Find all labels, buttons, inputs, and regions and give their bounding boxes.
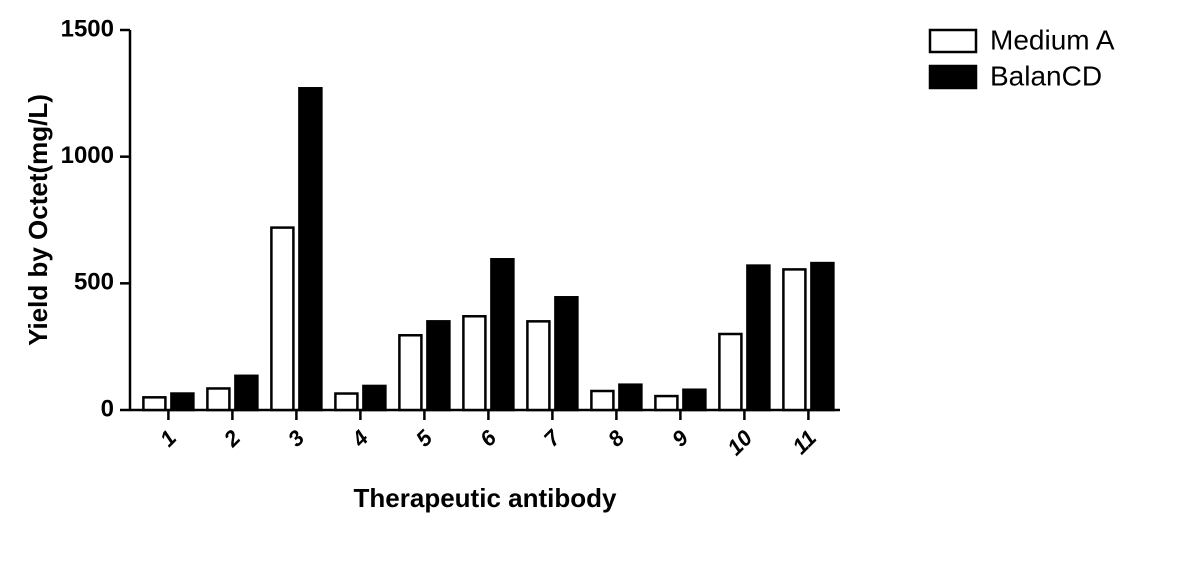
- legend-swatch: [930, 30, 976, 52]
- bar-medium-a: [463, 316, 485, 410]
- y-axis-label: Yield by Octet(mg/L): [23, 94, 53, 346]
- bar-balancd: [363, 386, 385, 410]
- bar-medium-a: [719, 334, 741, 410]
- bar-balancd: [811, 263, 833, 410]
- y-tick-label: 1000: [61, 142, 114, 169]
- y-tick-label: 1500: [61, 15, 114, 42]
- bar-balancd: [427, 321, 449, 410]
- legend-label: Medium A: [990, 24, 1115, 55]
- bar-chart-svg: 050010001500Yield by Octet(mg/L)12345678…: [0, 0, 1197, 566]
- y-tick-label: 0: [101, 395, 114, 422]
- bar-balancd: [619, 385, 641, 410]
- bar-medium-a: [207, 388, 229, 410]
- bar-medium-a: [143, 397, 165, 410]
- bar-balancd: [555, 297, 577, 410]
- y-tick-label: 500: [74, 269, 114, 296]
- bar-balancd: [235, 376, 257, 410]
- bar-balancd: [747, 266, 769, 410]
- bar-medium-a: [783, 269, 805, 410]
- bar-medium-a: [399, 335, 421, 410]
- bar-balancd: [683, 390, 705, 410]
- legend-swatch: [930, 66, 976, 88]
- bar-medium-a: [655, 396, 677, 410]
- bar-medium-a: [591, 391, 613, 410]
- bar-medium-a: [271, 228, 293, 410]
- legend-label: BalanCD: [990, 60, 1102, 91]
- bar-balancd: [491, 259, 513, 410]
- bar-balancd: [171, 394, 193, 410]
- x-axis-label: Therapeutic antibody: [354, 483, 617, 513]
- bar-balancd: [299, 88, 321, 410]
- chart-container: 050010001500Yield by Octet(mg/L)12345678…: [0, 0, 1197, 566]
- bar-medium-a: [527, 321, 549, 410]
- bar-medium-a: [335, 394, 357, 410]
